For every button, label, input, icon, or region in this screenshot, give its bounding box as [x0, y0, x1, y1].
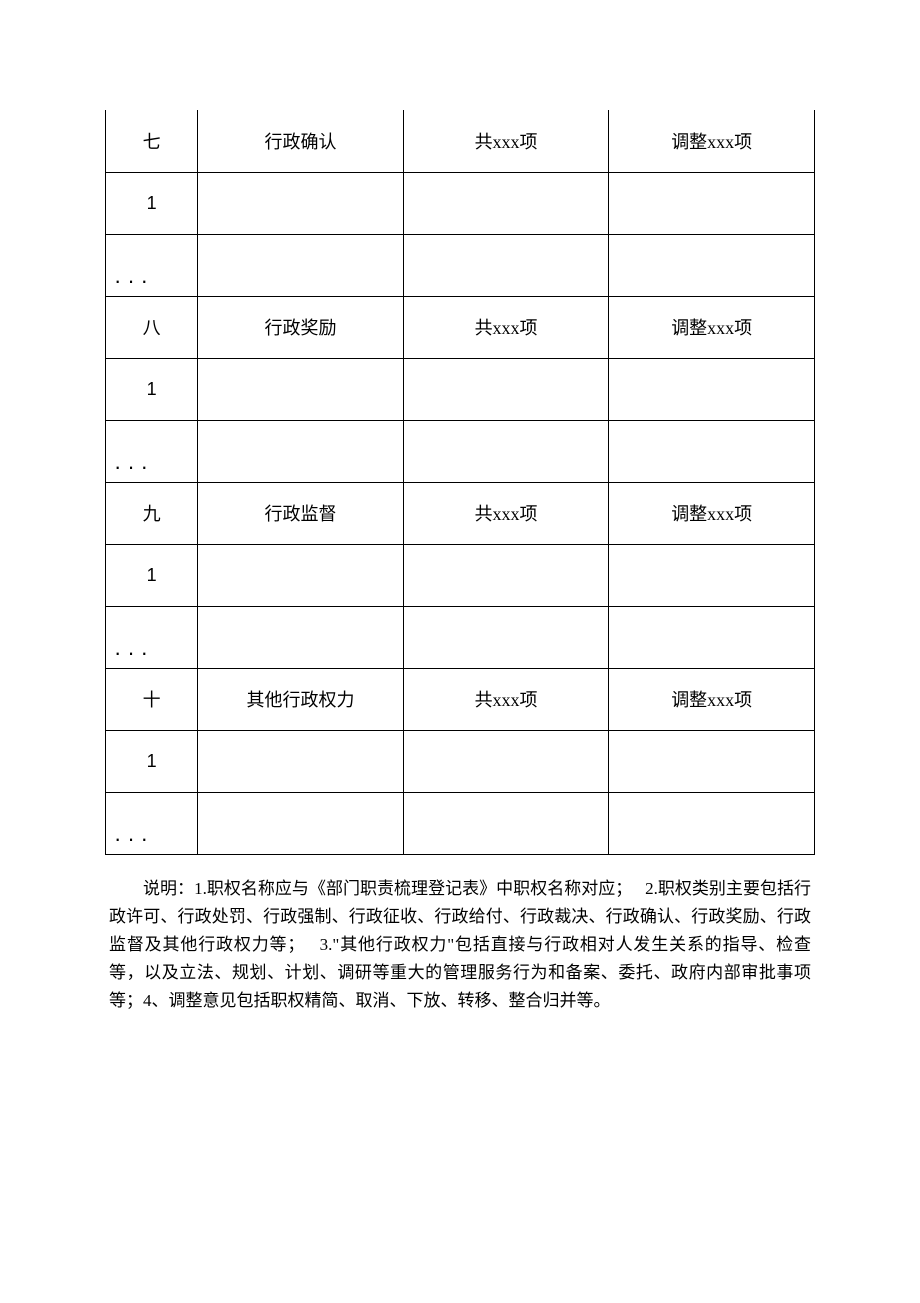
cell-count: 共xxx项 [403, 296, 609, 358]
cell-adjust [609, 730, 815, 792]
cell-name [198, 792, 404, 854]
cell-adjust: 调整xxx项 [609, 482, 815, 544]
cell-number: 1 [106, 172, 198, 234]
cell-count: 共xxx项 [403, 668, 609, 730]
cell-name [198, 606, 404, 668]
cell-count: 共xxx项 [403, 482, 609, 544]
table-row: 1 [106, 544, 815, 606]
cell-adjust [609, 792, 815, 854]
cell-count [403, 606, 609, 668]
notes-paragraph: 说明：1.职权名称应与《部门职责梳理登记表》中职权名称对应； 2.职权类别主要包… [105, 875, 815, 1015]
table-row: 八 行政奖励 共xxx项 调整xxx项 [106, 296, 815, 358]
cell-count [403, 420, 609, 482]
cell-adjust: 调整xxx项 [609, 668, 815, 730]
cell-name [198, 172, 404, 234]
table-row: ··· [106, 606, 815, 668]
cell-count [403, 544, 609, 606]
cell-adjust [609, 172, 815, 234]
cell-count [403, 172, 609, 234]
cell-adjust [609, 358, 815, 420]
cell-count [403, 730, 609, 792]
table-row: 七 行政确认 共xxx项 调整xxx项 [106, 110, 815, 172]
cell-count [403, 358, 609, 420]
cell-ellipsis: ··· [106, 606, 198, 668]
cell-ellipsis: ··· [106, 792, 198, 854]
cell-name: 行政监督 [198, 482, 404, 544]
notes-text: 说明：1.职权名称应与《部门职责梳理登记表》中职权名称对应； 2.职权类别主要包… [109, 879, 811, 1010]
cell-number: 十 [106, 668, 198, 730]
cell-name: 行政奖励 [198, 296, 404, 358]
cell-adjust [609, 544, 815, 606]
cell-count: 共xxx项 [403, 110, 609, 172]
cell-name: 行政确认 [198, 110, 404, 172]
cell-number: 七 [106, 110, 198, 172]
cell-number: 1 [106, 358, 198, 420]
cell-number: 八 [106, 296, 198, 358]
cell-number: 1 [106, 544, 198, 606]
authority-table: 七 行政确认 共xxx项 调整xxx项 1 ··· 八 行政奖励 共xxx项 调… [105, 110, 815, 855]
cell-name [198, 420, 404, 482]
table-row: ··· [106, 792, 815, 854]
cell-name [198, 234, 404, 296]
table-row: ··· [106, 420, 815, 482]
cell-count [403, 792, 609, 854]
cell-count [403, 234, 609, 296]
cell-adjust [609, 606, 815, 668]
cell-number: 1 [106, 730, 198, 792]
table-row: 九 行政监督 共xxx项 调整xxx项 [106, 482, 815, 544]
cell-ellipsis: ··· [106, 234, 198, 296]
table-row: 1 [106, 358, 815, 420]
cell-name [198, 358, 404, 420]
cell-number: 九 [106, 482, 198, 544]
cell-name [198, 730, 404, 792]
cell-adjust [609, 420, 815, 482]
table-row: 1 [106, 730, 815, 792]
cell-adjust: 调整xxx项 [609, 110, 815, 172]
table-body: 七 行政确认 共xxx项 调整xxx项 1 ··· 八 行政奖励 共xxx项 调… [106, 110, 815, 854]
cell-ellipsis: ··· [106, 420, 198, 482]
cell-adjust: 调整xxx项 [609, 296, 815, 358]
cell-adjust [609, 234, 815, 296]
cell-name [198, 544, 404, 606]
table-row: 十 其他行政权力 共xxx项 调整xxx项 [106, 668, 815, 730]
table-row: 1 [106, 172, 815, 234]
table-row: ··· [106, 234, 815, 296]
cell-name: 其他行政权力 [198, 668, 404, 730]
